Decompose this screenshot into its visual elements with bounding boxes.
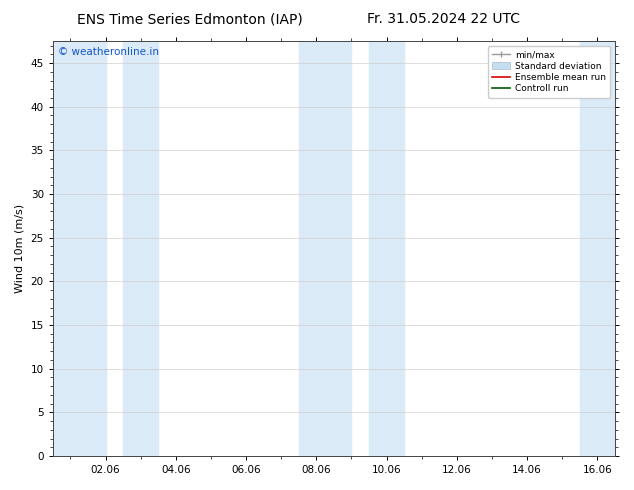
Bar: [123, 41, 158, 456]
Legend: min/max, Standard deviation, Ensemble mean run, Controll run: min/max, Standard deviation, Ensemble me…: [488, 46, 611, 98]
Y-axis label: Wind 10m (m/s): Wind 10m (m/s): [15, 204, 25, 293]
Bar: [579, 41, 615, 456]
Bar: [53, 41, 105, 456]
Text: Fr. 31.05.2024 22 UTC: Fr. 31.05.2024 22 UTC: [367, 12, 521, 26]
Bar: [369, 41, 404, 456]
Text: © weatheronline.in: © weatheronline.in: [58, 48, 160, 57]
Text: ENS Time Series Edmonton (IAP): ENS Time Series Edmonton (IAP): [77, 12, 303, 26]
Bar: [299, 41, 351, 456]
